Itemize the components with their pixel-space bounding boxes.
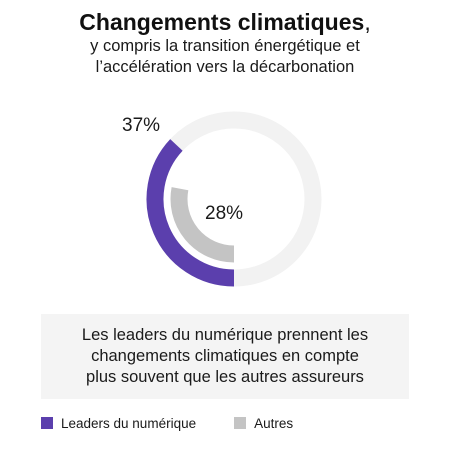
legend-label-leaders: Leaders du numérique (61, 415, 197, 431)
legend-swatch-autres (234, 417, 247, 429)
chart-bars (146, 139, 235, 287)
callout-line-1: Les leaders du numérique prennent les (81, 326, 369, 344)
legend-label-autres: Autres (254, 415, 294, 431)
callout-line-3: plus souvent que les autres assureurs (86, 368, 364, 386)
legend-item-autres: Autres (234, 416, 293, 431)
radial-bar-autres (170, 187, 235, 263)
subtitle-line-2: l’accélération vers la décarbonation (95, 58, 355, 76)
legend-swatch-leaders (41, 417, 53, 429)
chart-labels: 37% 28% (122, 115, 243, 224)
chart-title: Changements climatiques (79, 9, 365, 35)
legend: Leaders du numérique Autres (41, 414, 293, 432)
subtitle-line-1: y compris la transition énergétique et (90, 37, 360, 55)
title-line: Changements climatiques, (0, 8, 450, 36)
callout-text: Les leaders du numérique prennent les ch… (82, 325, 368, 388)
data-label-autres: 28% (205, 203, 243, 224)
callout-line-2: changements climatiques en compte (91, 347, 359, 365)
title-block: Changements climatiques, y compris la tr… (0, 8, 450, 78)
legend-item-leaders: Leaders du numérique (41, 416, 196, 431)
callout-box: Les leaders du numérique prennent les ch… (41, 314, 409, 399)
radial-chart: 37% 28% (122, 111, 322, 287)
radial-bar-leaders (146, 139, 235, 287)
data-label-leaders: 37% (122, 115, 160, 136)
title-comma: , (364, 9, 371, 35)
